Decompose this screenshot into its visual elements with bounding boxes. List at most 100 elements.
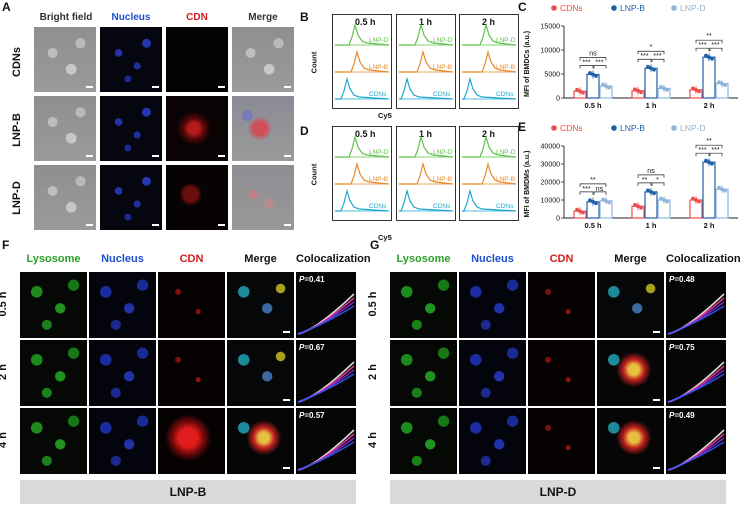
sig-label: *** [582, 186, 590, 193]
data-point [639, 90, 643, 95]
legend-swatch [551, 125, 557, 131]
data-point [717, 185, 721, 190]
flow-trace-label: LNP-D [496, 149, 516, 156]
data-point [646, 188, 650, 193]
colocalization-scatter: P=0.67 [296, 340, 356, 406]
data-point [581, 90, 585, 95]
pearson-value: P=0.49 [669, 411, 695, 420]
flow-traces [462, 134, 517, 212]
sig-label: ** [590, 177, 596, 184]
pearson-number: =0.41 [304, 275, 325, 284]
x-tick-label: 1 h [646, 101, 657, 110]
sig-bracket [579, 191, 594, 195]
y-tick-label: 0 [556, 96, 560, 103]
sig-label: ** [706, 33, 712, 40]
sig-label: *** [653, 53, 661, 60]
sig-label: ** [706, 138, 712, 145]
col-header-cdn: CDN [549, 253, 574, 265]
pearson-number: =0.49 [674, 411, 695, 420]
confocal-image-nucleus [89, 272, 156, 338]
sig-label: *** [640, 53, 648, 60]
pearson-number: =0.48 [674, 275, 695, 284]
data-point [723, 83, 727, 87]
sig-bracket [695, 39, 723, 44]
pearson-value: P=0.57 [299, 411, 325, 420]
legend-swatch [551, 5, 557, 11]
x-tick-label: 1 h [646, 221, 657, 230]
y-tick-label: 20000 [541, 180, 561, 187]
confocal-image-nucleus [459, 272, 526, 338]
sig-label: * [650, 44, 653, 51]
sig-bracket [637, 58, 652, 63]
panel-g-letter: G [370, 238, 380, 252]
flow-time-label: 2 h [482, 17, 496, 27]
confocal-image-merge [597, 340, 664, 406]
col-merge: Merge [248, 12, 278, 23]
bar-chart-bmdc: CDNs LNP-B LNP-D 0 5000 10000 15000 MFI of BMDC… [524, 3, 738, 110]
flow-trace-lnp-b [462, 49, 517, 73]
panel-b-ylabel: Count [309, 51, 319, 74]
flow-trace-lnp-d [462, 22, 517, 46]
flow-trace-label: CDNs [369, 91, 387, 98]
row-cdns: CDNs [11, 47, 23, 77]
data-point [594, 201, 598, 206]
flow-trace-label: LNP-D [369, 37, 389, 44]
x-tick-label: 2 h [704, 221, 715, 230]
micrograph-nucleus-cdns [100, 27, 162, 92]
bar-chart-bmdm: CDNs LNP-B LNP-D 0 10000 20000 30000 40000 MFI o… [524, 123, 738, 230]
flow-trace-label: LNP-B [496, 176, 516, 183]
scale-bar [283, 399, 290, 401]
confocal-image-cdn [158, 340, 225, 406]
flow-trace-label: LNP-D [496, 37, 516, 44]
sig-bracket [709, 47, 723, 52]
y-tick-label: 30000 [541, 162, 561, 169]
confocal-image-merge [597, 408, 664, 474]
flow-trace-label: CDNs [369, 203, 387, 210]
sig-label: * [656, 177, 659, 184]
flow-trace-label: CDNs [496, 91, 514, 98]
flow-time-label: 1 h [419, 17, 433, 27]
flow-histogram-d-2: 2 h LNP-D LNP-B CDNs [459, 126, 519, 221]
y-tick-label: 10000 [541, 198, 561, 205]
flow-trace-lnp-d [462, 134, 517, 158]
row-label-time: 0.5 h [0, 291, 9, 317]
data-point [697, 199, 701, 204]
flow-trace-label: CDNs [496, 203, 514, 210]
data-point [704, 158, 708, 163]
panel-d-xlabel: Cy5 [378, 233, 392, 242]
legend-label: LNP-B [620, 123, 645, 133]
data-point [588, 71, 592, 75]
flow-traces [399, 134, 454, 212]
flow-trace-cdns [335, 76, 390, 100]
confocal-image-lysosome [390, 272, 457, 338]
data-point [704, 53, 708, 58]
flow-trace-label: LNP-D [369, 149, 389, 156]
data-point [717, 80, 721, 84]
col-header-nucleus: Nucleus [471, 253, 514, 265]
pearson-value: P=0.67 [299, 343, 325, 352]
micrograph-cdn-lnpb [166, 96, 228, 161]
sig-bracket [695, 144, 723, 149]
confocal-image-nucleus [459, 408, 526, 474]
col-header-lysosome: Lysosome [26, 253, 81, 265]
col-header-merge: Merge [614, 253, 647, 265]
bar [715, 188, 729, 219]
sig-bracket [593, 65, 607, 69]
scale-bar [653, 399, 660, 401]
colocalization-scatter: P=0.49 [666, 408, 726, 474]
sig-label: *** [595, 59, 603, 66]
pearson-symbol: P [299, 343, 305, 352]
confocal-image-lysosome [20, 272, 87, 338]
data-point [723, 188, 727, 193]
sig-label: *** [711, 42, 719, 49]
sig-label: ns [589, 50, 597, 57]
confocal-image-cdn [158, 408, 225, 474]
flow-trace-label: LNP-B [369, 176, 389, 183]
y-tick-label: 40000 [541, 144, 561, 151]
data-point [659, 85, 663, 89]
flow-trace-cdns [399, 76, 454, 100]
data-point [652, 191, 656, 196]
flow-trace-lnp-d [399, 22, 454, 46]
legend-swatch [671, 5, 677, 11]
flow-trace-lnp-d [335, 134, 390, 158]
